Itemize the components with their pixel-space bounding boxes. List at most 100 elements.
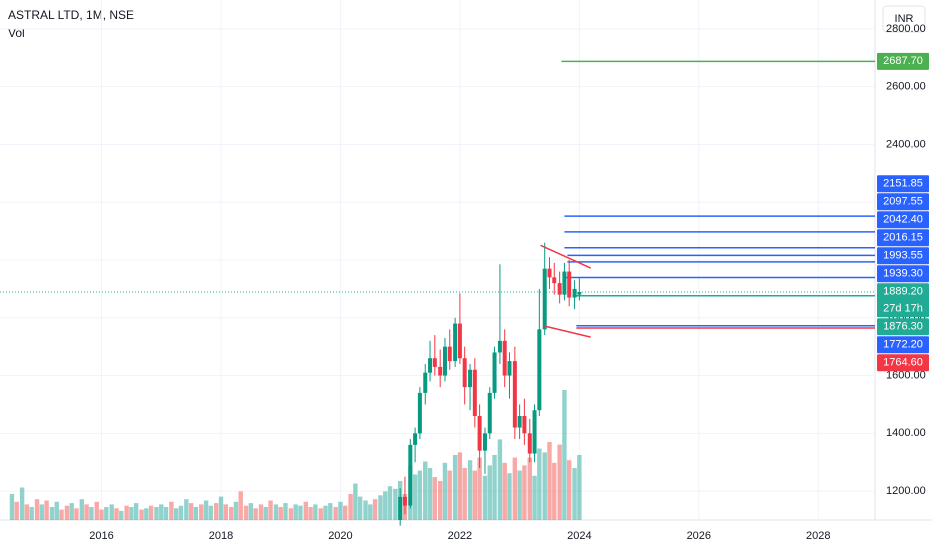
- volume-bar: [318, 508, 323, 520]
- volume-bar: [512, 457, 518, 520]
- volume-bar: [507, 473, 512, 520]
- y-tick-label: 1200.00: [886, 485, 926, 497]
- price-label-box: [877, 265, 929, 283]
- price-label-box: [877, 229, 929, 247]
- price-label: 1939.30: [883, 268, 923, 280]
- volume-bar: [492, 455, 497, 520]
- candle-body: [507, 361, 512, 376]
- volume-bar: [29, 507, 34, 520]
- volume-bar: [537, 448, 542, 520]
- volume-bar: [193, 507, 199, 520]
- volume-bar: [378, 495, 383, 520]
- volume-bar: [303, 501, 309, 520]
- candle-body: [547, 268, 552, 278]
- candle-body: [438, 366, 443, 376]
- volume-bar: [133, 503, 139, 520]
- volume-bar: [139, 509, 144, 520]
- price-label-box: [877, 211, 929, 229]
- y-tick-label: 1400.00: [886, 427, 926, 439]
- candle-body: [552, 277, 557, 284]
- volume-bar: [497, 439, 503, 520]
- volume-bar: [482, 475, 488, 520]
- volume-bar: [84, 504, 89, 520]
- candle-body: [402, 496, 407, 506]
- volume-bar: [124, 505, 129, 520]
- candle-body: [423, 372, 428, 393]
- candle-body: [447, 346, 452, 362]
- candle-body: [457, 323, 462, 359]
- volume-bar: [572, 468, 577, 520]
- volume-bar: [59, 509, 64, 520]
- volume-bar: [39, 504, 45, 520]
- volume-bar: [233, 501, 239, 520]
- volume-bar: [188, 503, 194, 520]
- price-label-box: [877, 283, 929, 318]
- price-label-box: [877, 354, 929, 372]
- volume-bar: [577, 455, 582, 520]
- volume-bar: [243, 505, 249, 520]
- trendline: [544, 325, 591, 338]
- volume-bar: [173, 508, 179, 520]
- price-label-box: [877, 193, 929, 211]
- candle-body: [522, 416, 527, 434]
- volume-bar: [566, 460, 572, 520]
- volume-bar: [49, 507, 55, 520]
- volume-bar: [218, 496, 224, 520]
- volume-bar: [457, 452, 463, 520]
- y-tick-label: 2600.00: [886, 81, 926, 93]
- volume-bar: [472, 470, 478, 520]
- volume-bar: [104, 507, 109, 520]
- volume-bar: [163, 507, 169, 520]
- plot-area: [0, 0, 875, 526]
- volume-bar: [114, 508, 119, 520]
- x-tick-label: 2024: [567, 530, 591, 542]
- candle-body: [472, 369, 477, 416]
- volume-bar: [169, 501, 174, 520]
- volume-bar: [228, 507, 234, 520]
- volume-bar: [178, 505, 184, 520]
- x-tick-label: 2016: [89, 530, 113, 542]
- volume-bar: [199, 504, 204, 520]
- volume-bar: [383, 491, 388, 520]
- volume-bar: [293, 504, 298, 520]
- currency[interactable]: INR: [895, 13, 914, 25]
- price-label: 2042.40: [883, 214, 923, 226]
- volume-bar: [14, 501, 19, 520]
- candle-body: [542, 268, 547, 330]
- volume-bar: [542, 452, 547, 520]
- candle-body: [432, 358, 437, 367]
- volume-bar: [447, 470, 452, 520]
- volume-bar: [238, 491, 243, 520]
- candle-body: [512, 361, 517, 428]
- volume-bar: [54, 501, 59, 520]
- volume-bar: [9, 494, 15, 520]
- volume-bar: [278, 507, 283, 520]
- candle-body: [497, 340, 502, 353]
- volume-bar: [144, 508, 149, 520]
- volume-bar: [417, 470, 423, 520]
- volume-bar: [462, 468, 467, 520]
- volume-bar: [74, 508, 79, 520]
- candle-body: [532, 410, 537, 454]
- candle-body: [482, 433, 487, 451]
- volume-bar: [423, 461, 428, 520]
- price-label: 1876.30: [883, 321, 923, 333]
- candle-body: [487, 392, 492, 434]
- volume-bar: [263, 507, 268, 520]
- volume-bar: [502, 462, 507, 520]
- volume-bar: [532, 475, 537, 520]
- volume-bar: [477, 457, 482, 520]
- volume-bar: [552, 462, 557, 520]
- volume-bar: [353, 483, 358, 520]
- volume-bar: [19, 487, 25, 520]
- y-tick-label: 2800.00: [886, 23, 926, 35]
- price-label-box: [877, 247, 929, 265]
- candle-body: [567, 271, 572, 298]
- candle-body: [453, 323, 458, 362]
- volume-bar: [357, 496, 363, 520]
- volume-bar: [368, 504, 373, 520]
- volume-bar: [223, 504, 228, 520]
- candle-body: [527, 433, 532, 454]
- currency-button[interactable]: [882, 5, 926, 33]
